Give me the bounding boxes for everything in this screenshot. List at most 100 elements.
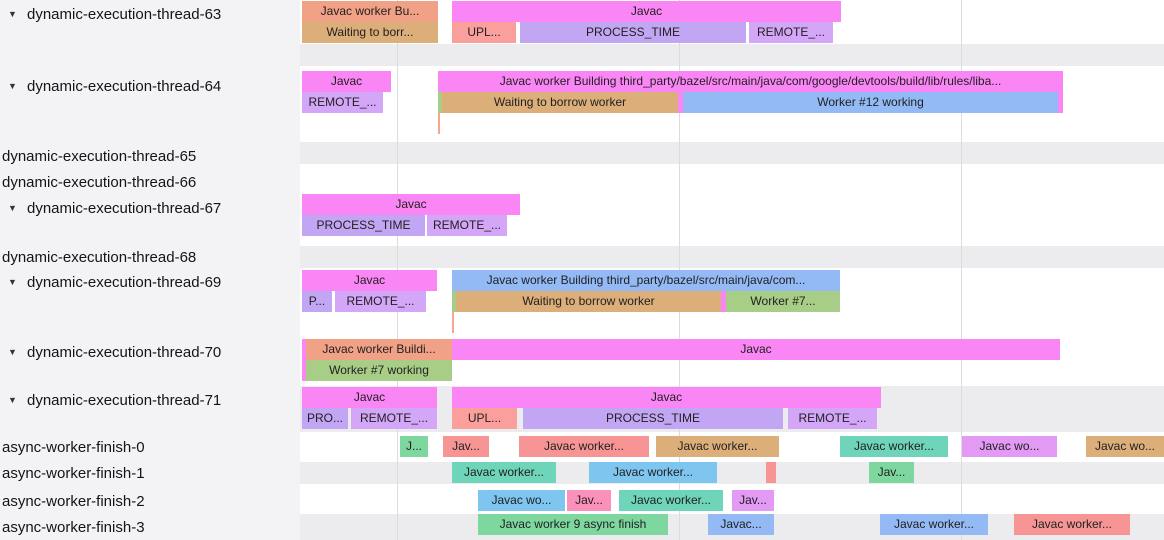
trace-event-label: Worker #12 working bbox=[817, 95, 924, 109]
trace-event[interactable]: UPL... bbox=[452, 22, 516, 43]
trace-event[interactable]: Waiting to borr... bbox=[302, 22, 438, 43]
expander-triangle-icon[interactable]: ▼ bbox=[8, 395, 17, 405]
sidebar-row[interactable]: ▼ dynamic-execution-thread-64 bbox=[0, 76, 221, 96]
trace-event[interactable]: Javac bbox=[302, 71, 391, 92]
trace-event[interactable]: Waiting to borrow worker bbox=[456, 291, 721, 312]
trace-event-label: Javac worker... bbox=[853, 439, 935, 453]
trace-event[interactable]: Javac worker... bbox=[519, 436, 649, 457]
sidebar-row[interactable]: ▼ dynamic-execution-thread-67 bbox=[0, 198, 221, 218]
trace-event[interactable] bbox=[678, 92, 683, 113]
trace-event[interactable]: Waiting to borrow worker bbox=[442, 92, 678, 113]
trace-event[interactable] bbox=[1058, 92, 1063, 113]
trace-event[interactable]: PROCESS_TIME bbox=[520, 22, 746, 43]
trace-event[interactable]: PROCESS_TIME bbox=[523, 408, 783, 429]
trace-event[interactable]: UPL... bbox=[452, 408, 517, 429]
sidebar-row[interactable]: async-worker-finish-1 bbox=[0, 463, 145, 483]
trace-event-label: Javac bbox=[330, 74, 363, 88]
trace-event[interactable]: Javac worker... bbox=[452, 462, 556, 483]
trace-event[interactable]: REMOTE_... bbox=[427, 215, 507, 236]
trace-event[interactable]: Javac worker Building third_party/bazel/… bbox=[452, 270, 840, 291]
expander-triangle-icon[interactable]: ▼ bbox=[8, 81, 17, 91]
trace-event[interactable]: Jav... bbox=[443, 436, 489, 457]
trace-event[interactable]: PROCESS_TIME bbox=[302, 215, 425, 236]
sidebar-row[interactable]: dynamic-execution-thread-68 bbox=[0, 247, 196, 267]
track-label: async-worker-finish-1 bbox=[2, 464, 145, 482]
trace-event[interactable]: P... bbox=[302, 291, 332, 312]
trace-event[interactable]: PRO... bbox=[302, 408, 348, 429]
sidebar-row[interactable]: ▼ dynamic-execution-thread-70 bbox=[0, 342, 221, 362]
trace-event-label: Javac worker... bbox=[612, 465, 694, 479]
trace-event[interactable]: Javac wo... bbox=[478, 490, 565, 511]
trace-event[interactable]: Javac worker Building third_party/bazel/… bbox=[438, 71, 1063, 92]
track-label: dynamic-execution-thread-64 bbox=[27, 77, 222, 95]
trace-event[interactable]: Javac bbox=[302, 194, 520, 215]
trace-event-label: Javac worker Buildi... bbox=[322, 342, 436, 356]
trace-event-label: Javac bbox=[740, 342, 772, 356]
sidebar-row[interactable]: async-worker-finish-0 bbox=[0, 437, 145, 457]
instant-event-tick[interactable] bbox=[452, 312, 454, 333]
trace-event[interactable]: Javac worker... bbox=[880, 514, 988, 535]
sidebar-row[interactable]: dynamic-execution-thread-65 bbox=[0, 146, 196, 166]
instant-event-tick[interactable] bbox=[438, 113, 440, 134]
trace-event[interactable] bbox=[721, 291, 726, 312]
row-stripe bbox=[300, 44, 1164, 66]
trace-event-label: Javac wo... bbox=[1094, 439, 1156, 453]
trace-event[interactable]: Worker #7... bbox=[726, 291, 840, 312]
trace-event-label: REMOTE_... bbox=[798, 411, 867, 425]
trace-event[interactable]: REMOTE_... bbox=[788, 408, 877, 429]
trace-event[interactable]: Javac worker... bbox=[619, 490, 723, 511]
trace-event[interactable]: Javac bbox=[452, 1, 841, 22]
sidebar-row[interactable]: ▼ dynamic-execution-thread-69 bbox=[0, 272, 221, 292]
trace-event[interactable]: Worker #12 working bbox=[683, 92, 1058, 113]
sidebar-row[interactable]: ▼ dynamic-execution-thread-71 bbox=[0, 390, 221, 410]
expander-triangle-icon[interactable]: ▼ bbox=[8, 347, 17, 357]
sidebar-row[interactable]: ▼ dynamic-execution-thread-63 bbox=[0, 4, 221, 24]
trace-event[interactable]: Javac wo... bbox=[962, 436, 1057, 457]
trace-event[interactable]: Javac worker... bbox=[1014, 514, 1130, 535]
trace-event[interactable]: Javac bbox=[452, 387, 881, 408]
trace-event-label: PRO... bbox=[306, 411, 343, 425]
trace-event[interactable]: Javac... bbox=[708, 514, 774, 535]
expander-triangle-icon[interactable]: ▼ bbox=[8, 277, 17, 287]
trace-event[interactable] bbox=[302, 339, 306, 360]
sidebar-row[interactable]: async-worker-finish-3 bbox=[0, 517, 145, 537]
trace-event-label: Javac worker 9 async finish bbox=[499, 517, 647, 531]
trace-event[interactable] bbox=[438, 92, 442, 113]
trace-event-label: Javac worker Building third_party/bazel/… bbox=[499, 74, 1002, 88]
timeline-canvas[interactable]: Javac worker Bu... Javac Waiting to borr..… bbox=[300, 0, 1164, 540]
trace-event-label: Javac wo... bbox=[979, 439, 1040, 453]
trace-event[interactable]: J... bbox=[400, 436, 428, 457]
trace-event[interactable]: Javac worker 9 async finish bbox=[478, 514, 668, 535]
trace-event[interactable]: Jav... bbox=[732, 490, 774, 511]
trace-event[interactable]: Javac worker... bbox=[840, 436, 948, 457]
trace-event-label: Javac worker... bbox=[630, 493, 712, 507]
trace-event[interactable]: REMOTE_... bbox=[335, 291, 426, 312]
trace-event[interactable]: Jav... bbox=[567, 490, 611, 511]
trace-event-label: REMOTE_... bbox=[756, 25, 825, 39]
trace-event[interactable] bbox=[766, 462, 776, 483]
trace-event[interactable]: REMOTE_... bbox=[749, 22, 833, 43]
trace-event[interactable] bbox=[452, 291, 456, 312]
trace-event-label: Waiting to borrow worker bbox=[493, 95, 627, 109]
trace-event-label: PROCESS_TIME bbox=[316, 218, 411, 232]
trace-event[interactable]: REMOTE_... bbox=[351, 408, 437, 429]
expander-triangle-icon[interactable]: ▼ bbox=[8, 203, 17, 213]
trace-event-label: Javac worker... bbox=[677, 439, 758, 453]
trace-event[interactable]: Javac worker... bbox=[589, 462, 717, 483]
track-label: async-worker-finish-3 bbox=[2, 518, 145, 536]
trace-event[interactable]: REMOTE_... bbox=[302, 92, 383, 113]
sidebar-row[interactable]: async-worker-finish-2 bbox=[0, 491, 145, 511]
trace-event[interactable]: Javac wo... bbox=[1086, 436, 1164, 457]
trace-event[interactable]: Javac bbox=[302, 270, 437, 291]
trace-event[interactable]: Jav... bbox=[869, 462, 914, 483]
trace-event[interactable]: Javac worker Buildi... bbox=[306, 339, 452, 360]
trace-event[interactable]: Javac bbox=[452, 339, 1060, 360]
trace-event-label: UPL... bbox=[467, 25, 501, 39]
sidebar-row[interactable]: dynamic-execution-thread-66 bbox=[0, 172, 196, 192]
trace-event[interactable]: Javac bbox=[302, 387, 437, 408]
expander-triangle-icon[interactable]: ▼ bbox=[8, 9, 17, 19]
trace-event[interactable] bbox=[302, 360, 306, 381]
trace-event[interactable]: Javac worker... bbox=[656, 436, 779, 457]
trace-event[interactable]: Worker #7 working bbox=[306, 360, 452, 381]
trace-event[interactable]: Javac worker Bu... bbox=[302, 1, 438, 22]
